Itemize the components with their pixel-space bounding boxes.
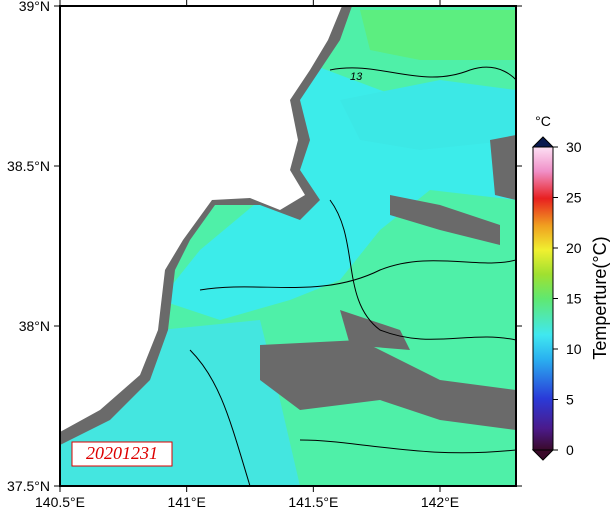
- land: [60, 6, 342, 432]
- map-area: 13: [60, 6, 516, 486]
- no-data: [390, 195, 500, 245]
- x-tick-label: 141.5°E: [288, 494, 338, 510]
- colorbar-max-arrow: [531, 136, 555, 148]
- colorbar-tick-label: 25: [566, 190, 582, 206]
- warm-water: [360, 10, 516, 60]
- y-tick-label: 37.5°N: [7, 478, 50, 494]
- y-tick-label: 39°N: [19, 0, 50, 14]
- colorbar-tick-label: 0: [566, 442, 574, 458]
- x-tick-label: 141°E: [168, 494, 206, 510]
- colorbar-label: Temperture(°C): [590, 236, 610, 359]
- contours: [189, 66, 516, 486]
- date-box: [71, 441, 173, 467]
- colorbar-min-arrow: [531, 449, 555, 461]
- date-label: 20201231: [86, 443, 158, 463]
- colorbar-tick-label: 10: [566, 341, 582, 357]
- contour-label: 13: [350, 71, 363, 83]
- x-tick-label: 142°E: [421, 494, 459, 510]
- colorbar-tick-label: 15: [566, 291, 582, 307]
- y-tick-label: 38.5°N: [7, 158, 50, 174]
- colorbar-unit: °C: [535, 113, 551, 129]
- y-tick-label: 38°N: [19, 318, 50, 334]
- colorbar-tick-label: 30: [566, 139, 582, 155]
- colorbar-tick-label: 5: [566, 392, 574, 408]
- no-data: [260, 340, 516, 430]
- colorbar-tick-label: 20: [566, 240, 582, 256]
- colorbar: [532, 146, 554, 451]
- no-data: [490, 135, 516, 200]
- cool-water: [340, 80, 516, 150]
- map-frame: [59, 5, 517, 487]
- no-data: [340, 310, 410, 350]
- x-tick-label: 140.5°E: [35, 494, 85, 510]
